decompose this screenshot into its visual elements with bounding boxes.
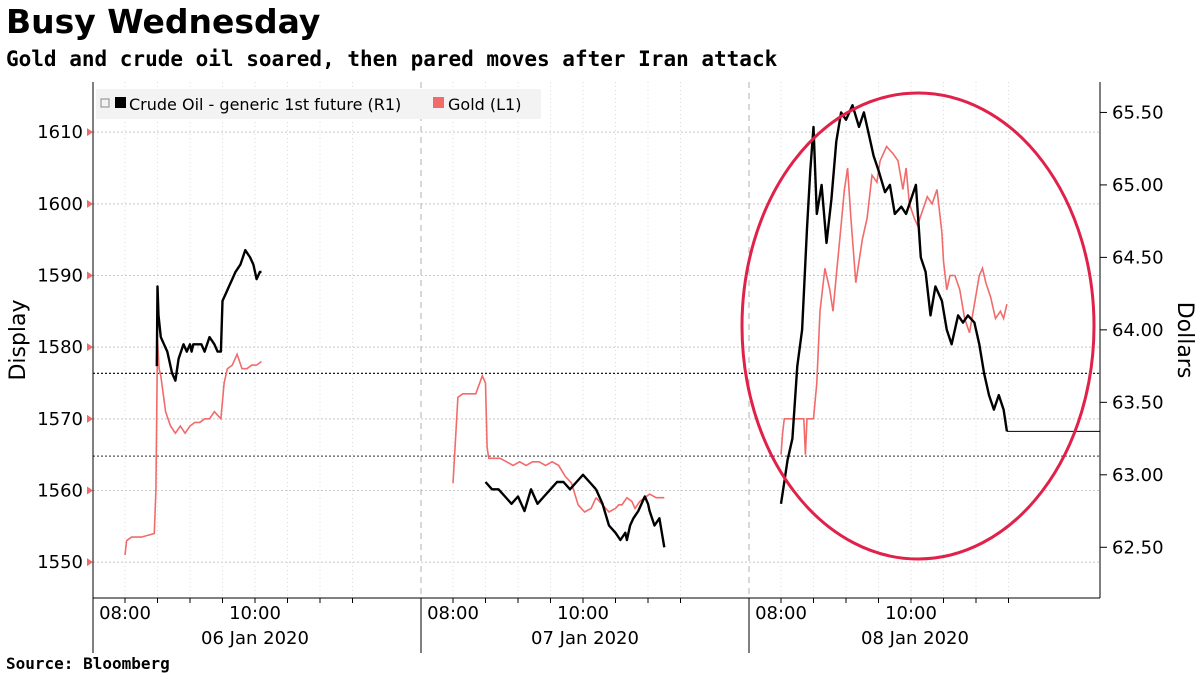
left-tick-marker-1 (87, 486, 93, 495)
right-tick-label-3: 64.00 (1112, 320, 1164, 341)
x-tick-label-1: 10:00 (229, 603, 281, 624)
left-tick-marker-0 (87, 558, 93, 567)
legend-gold-swatch (433, 97, 444, 108)
grid-lines (93, 82, 1100, 598)
gold-line-segment-2 (595, 493, 665, 514)
crude-line-segment-2 (594, 488, 666, 548)
gold-line-segment-3 (780, 145, 1008, 455)
axes: 1550 1560 1570 1580 1590 1600 1610 62.50 63.00 63… (37, 82, 1164, 653)
x-axis-labels: 08:00 10:00 08:00 10:00 08:00 10:00 06 Jan 202… (99, 603, 969, 649)
chart-subtitle: Gold and crude oil soared, then pared mo… (6, 47, 778, 71)
right-tick-label-0: 62.50 (1112, 537, 1164, 558)
left-tick-marker-3 (87, 343, 93, 352)
right-tick-label-6: 65.50 (1112, 102, 1164, 123)
right-tick-label-5: 65.00 (1112, 175, 1164, 196)
left-tick-label-1: 1560 (37, 481, 83, 502)
x-tick-label-5: 10:00 (885, 603, 937, 624)
left-tick-marker-6 (87, 128, 93, 137)
left-tick-label-2: 1570 (37, 409, 83, 430)
crude-line-segment-1 (484, 473, 597, 513)
left-tick-label-0: 1550 (37, 552, 83, 573)
left-tick-label-3: 1580 (37, 337, 83, 358)
legend: Crude Oil - generic 1st future (R1) Gold… (96, 89, 541, 119)
day-label-0: 06 Jan 2020 (201, 628, 309, 649)
left-axis-title: Display (6, 299, 31, 380)
right-tick-label-2: 63.50 (1112, 392, 1164, 413)
gold-line-segment-1 (452, 373, 597, 514)
crude-line-segment-0 (155, 248, 262, 382)
source-note: Source: Bloomberg (6, 654, 170, 673)
day-label-1: 07 Jan 2020 (531, 628, 639, 649)
legend-expand-icon[interactable] (100, 98, 110, 108)
reference-lines (93, 372, 1100, 457)
left-tick-label-6: 1610 (37, 122, 83, 143)
x-tick-label-4: 08:00 (755, 603, 807, 624)
left-tick-label-5: 1600 (37, 194, 83, 215)
left-tick-marker-2 (87, 414, 93, 423)
chart-title: Busy Wednesday (6, 2, 321, 41)
annotation-circle (740, 91, 1096, 561)
crude-line-segment-3 (779, 103, 1009, 504)
right-axis-title: Dollars (1172, 302, 1197, 379)
legend-gold-label: Gold (L1) (448, 95, 521, 114)
day-label-2: 08 Jan 2020 (861, 628, 969, 649)
legend-background (96, 89, 541, 119)
legend-crude-label: Crude Oil - generic 1st future (R1) (129, 95, 401, 114)
gold-line-segment-0 (124, 339, 262, 556)
left-tick-marker-5 (87, 199, 93, 208)
x-tick-label-2: 08:00 (427, 603, 479, 624)
left-tick-marker-4 (87, 271, 93, 280)
series-lines (124, 103, 1100, 556)
right-tick-label-1: 63.00 (1112, 465, 1164, 486)
x-tick-label-0: 08:00 (99, 603, 151, 624)
legend-crude-swatch (115, 97, 126, 108)
right-tick-label-4: 64.50 (1112, 247, 1164, 268)
x-tick-label-3: 10:00 (557, 603, 609, 624)
left-tick-label-4: 1590 (37, 266, 83, 287)
